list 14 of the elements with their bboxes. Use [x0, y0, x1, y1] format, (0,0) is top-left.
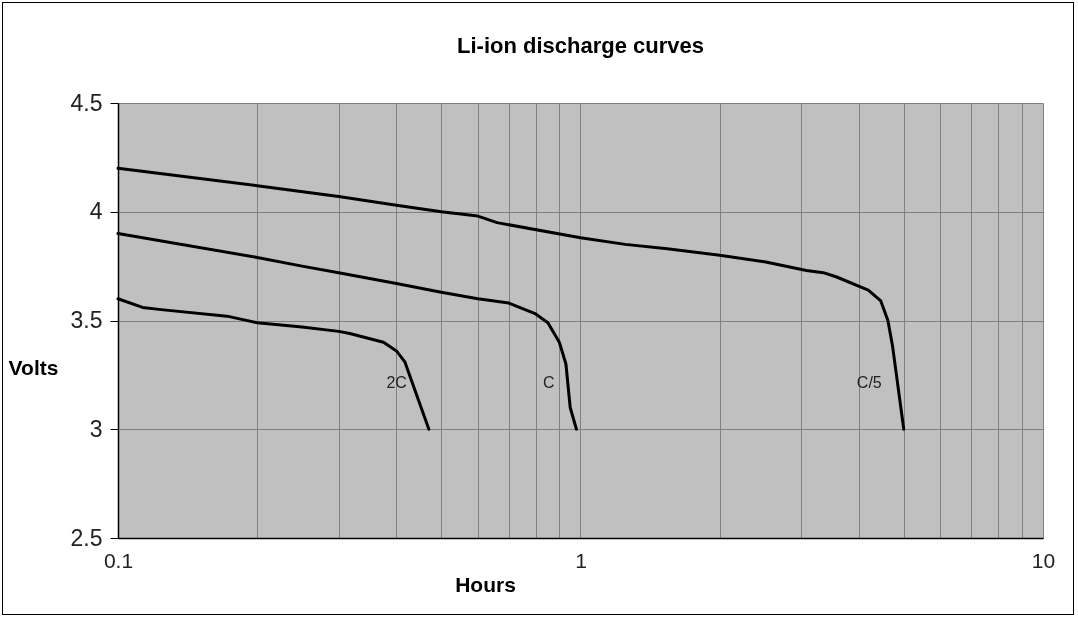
chart-title: Li-ion discharge curves	[457, 33, 704, 58]
x-tick-label: 1	[575, 548, 587, 572]
y-tick-label: 4.5	[70, 89, 103, 116]
x-tick-label: 0.1	[103, 548, 134, 572]
y-tick-label: 2.5	[70, 524, 103, 551]
x-tick-label: 10	[1031, 548, 1056, 572]
y-tick-label: 3	[89, 415, 103, 442]
y-tick-label: 4	[89, 198, 103, 225]
series-label: C/5	[856, 374, 882, 392]
y-axis-title: Volts	[8, 355, 59, 379]
series-label: 2C	[386, 374, 407, 392]
series-label: C	[542, 374, 555, 392]
y-tick-label: 3.5	[70, 307, 103, 333]
x-axis-title: Hours	[455, 572, 516, 596]
